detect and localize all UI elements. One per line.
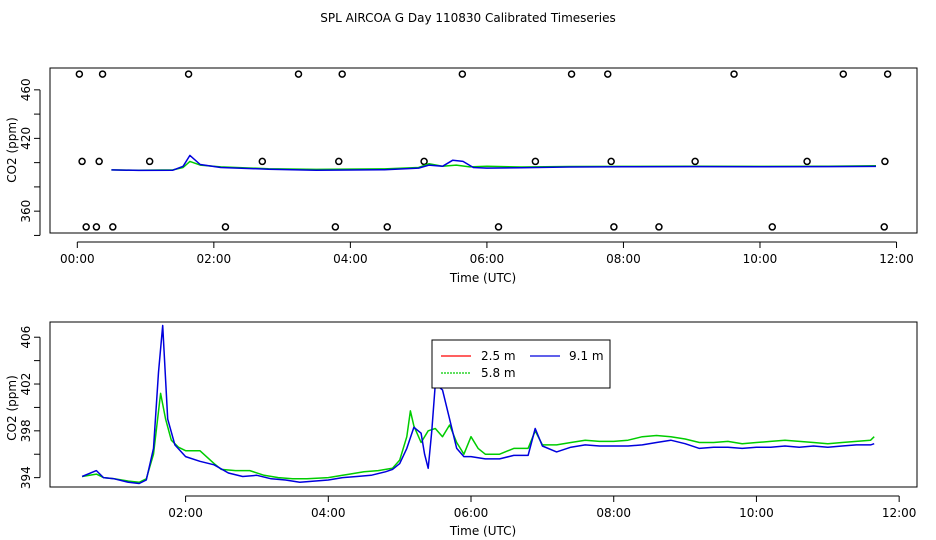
overview-y-label: CO2 (ppm) xyxy=(5,117,19,183)
zoom-y-tick-label: 402 xyxy=(19,373,33,396)
overview-x-tick-label: 10:00 xyxy=(743,252,778,266)
zoom-y-axis: 394 398 402 406 xyxy=(19,326,41,489)
marker-point xyxy=(331,223,340,231)
marker-point xyxy=(82,223,90,231)
marker-point xyxy=(98,70,107,78)
overview-x-tick-label: 08:00 xyxy=(606,252,641,266)
overview-y-tick-label: 360 xyxy=(19,200,33,223)
figure-title: SPL AIRCOA G Day 110830 Calibrated Times… xyxy=(320,11,615,25)
zoom-y-tick-label: 406 xyxy=(19,326,33,349)
zoom-x-tick-label: 06:00 xyxy=(454,506,489,520)
overview-x-axis: 00:00 02:00 04:00 06:00 08:00 10:00 12:00 xyxy=(60,241,914,266)
marker-point xyxy=(335,157,343,166)
marker-point xyxy=(531,157,540,166)
legend-box xyxy=(431,339,611,389)
overview-plot-frame xyxy=(49,67,918,234)
zoom-series-line-5-8-m xyxy=(81,392,875,484)
marker-point xyxy=(145,157,154,166)
overview-series xyxy=(111,154,877,172)
marker-point xyxy=(880,223,888,231)
legend-label-5-8m: 5.8 m xyxy=(481,366,516,380)
zoom-x-tick-label: 08:00 xyxy=(596,506,631,520)
overview-y-axis: 360 420 460 xyxy=(19,78,41,236)
overview-x-tick-label: 00:00 xyxy=(60,252,95,266)
zoom-x-tick-label: 02:00 xyxy=(168,506,203,520)
zoom-plot-frame xyxy=(49,321,918,488)
marker-point xyxy=(258,157,267,166)
zoom-x-tick-label: 10:00 xyxy=(739,506,774,520)
zoom-y-label: CO2 (ppm) xyxy=(5,375,19,441)
overview-y-tick-label: 420 xyxy=(19,127,33,150)
legend-label-9-1m: 9.1 m xyxy=(569,349,604,363)
marker-point xyxy=(567,70,576,78)
overview-y-tick-label: 460 xyxy=(19,78,33,101)
marker-point xyxy=(458,70,467,78)
marker-point xyxy=(607,157,615,166)
marker-point xyxy=(92,223,101,231)
panel-overview: 00:00 02:00 04:00 06:00 08:00 10:00 12:00 360 4… xyxy=(5,67,918,285)
zoom-x-label: Time (UTC) xyxy=(449,524,516,538)
marker-point xyxy=(881,157,889,166)
zoom-y-tick-label: 398 xyxy=(19,419,33,442)
marker-point xyxy=(730,70,738,78)
marker-point xyxy=(184,70,193,78)
marker-point xyxy=(691,157,699,166)
marker-point xyxy=(75,70,84,78)
overview-x-tick-label: 04:00 xyxy=(333,252,368,266)
marker-point xyxy=(803,157,811,166)
marker-point xyxy=(338,70,346,78)
marker-point xyxy=(883,70,892,78)
legend-label-2-5m: 2.5 m xyxy=(481,349,516,363)
legend: 2.5 m 5.8 m 9.1 m xyxy=(431,339,611,389)
marker-point xyxy=(109,223,117,231)
marker-point xyxy=(655,223,663,231)
marker-point xyxy=(294,70,303,78)
zoom-x-tick-label: 12:00 xyxy=(882,506,917,520)
overview-markers xyxy=(75,70,892,231)
overview-x-tick-label: 02:00 xyxy=(197,252,232,266)
overview-series-line-5-8-m xyxy=(111,160,877,171)
zoom-y-tick-label: 394 xyxy=(19,466,33,489)
zoom-x-axis: 02:00 04:00 06:00 08:00 10:00 12:00 xyxy=(168,495,917,520)
marker-point xyxy=(610,223,618,231)
overview-series-line-9-1-m xyxy=(111,154,877,172)
marker-point xyxy=(221,223,230,231)
marker-point xyxy=(383,223,391,231)
overview-x-tick-label: 06:00 xyxy=(470,252,505,266)
marker-point xyxy=(420,157,428,166)
marker-point xyxy=(603,70,612,78)
marker-point xyxy=(494,223,503,231)
overview-x-label: Time (UTC) xyxy=(449,271,516,285)
marker-point xyxy=(768,223,777,231)
overview-x-tick-label: 12:00 xyxy=(879,252,914,266)
marker-point xyxy=(839,70,848,78)
marker-point xyxy=(78,157,86,166)
marker-point xyxy=(95,157,103,166)
zoom-x-tick-label: 04:00 xyxy=(311,506,346,520)
panel-zoom: 02:00 04:00 06:00 08:00 10:00 12:00 394 398 402… xyxy=(5,321,918,538)
